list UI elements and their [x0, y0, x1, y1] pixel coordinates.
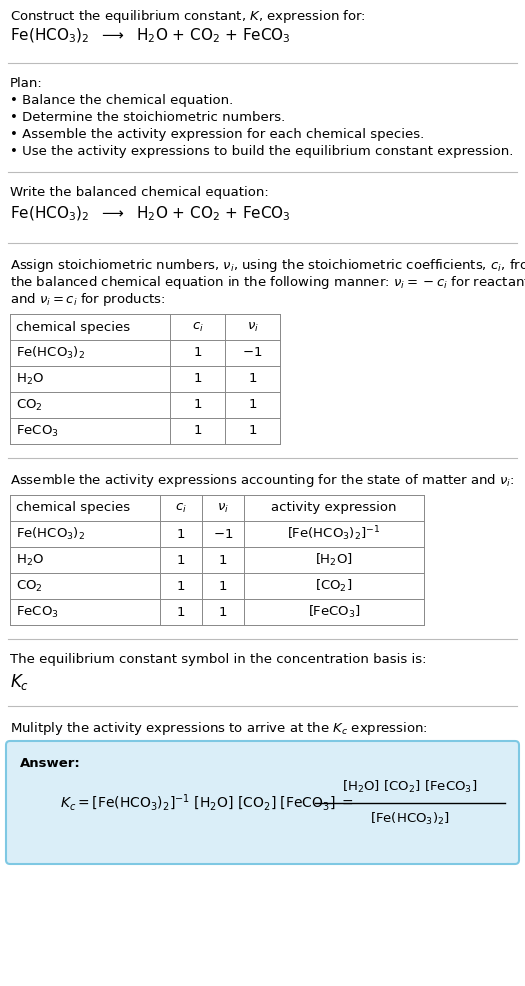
- Text: $c_i$: $c_i$: [175, 502, 187, 515]
- Text: [FeCO$_3$]: [FeCO$_3$]: [308, 604, 361, 620]
- Text: $\mathrm{Fe(HCO_3)_2}$  $\longrightarrow$  $\mathrm{H_2O}$ + $\mathrm{CO_2}$ + $: $\mathrm{Fe(HCO_3)_2}$ $\longrightarrow$…: [10, 27, 291, 45]
- Text: $K_c = [\mathrm{Fe(HCO_3)_2}]^{-1}\ [\mathrm{H_2O}]\ [\mathrm{CO_2}]\ [\mathrm{F: $K_c = [\mathrm{Fe(HCO_3)_2}]^{-1}\ [\ma…: [60, 793, 354, 813]
- Text: $-1$: $-1$: [243, 346, 262, 360]
- Text: 1: 1: [219, 580, 227, 593]
- Text: $c_i$: $c_i$: [192, 320, 203, 333]
- Text: 1: 1: [248, 398, 257, 411]
- Text: $\nu_i$: $\nu_i$: [247, 320, 258, 333]
- Text: H$_2$O: H$_2$O: [16, 372, 44, 387]
- Text: 1: 1: [219, 605, 227, 618]
- Text: activity expression: activity expression: [271, 502, 397, 515]
- Text: 1: 1: [193, 346, 202, 360]
- FancyBboxPatch shape: [6, 741, 519, 864]
- Text: 1: 1: [248, 373, 257, 386]
- Text: chemical species: chemical species: [16, 320, 130, 333]
- Text: $\mathrm{Fe(HCO_3)_2}$  $\longrightarrow$  $\mathrm{H_2O}$ + $\mathrm{CO_2}$ + $: $\mathrm{Fe(HCO_3)_2}$ $\longrightarrow$…: [10, 205, 291, 224]
- Text: Write the balanced chemical equation:: Write the balanced chemical equation:: [10, 186, 269, 199]
- Text: 1: 1: [193, 425, 202, 438]
- Text: FeCO$_3$: FeCO$_3$: [16, 604, 59, 619]
- Text: $\nu_i$: $\nu_i$: [217, 502, 229, 515]
- Text: 1: 1: [177, 580, 185, 593]
- Text: FeCO$_3$: FeCO$_3$: [16, 423, 59, 439]
- Text: and $\nu_i = c_i$ for products:: and $\nu_i = c_i$ for products:: [10, 291, 165, 308]
- Text: Plan:: Plan:: [10, 77, 43, 90]
- Text: Construct the equilibrium constant, $K$, expression for:: Construct the equilibrium constant, $K$,…: [10, 8, 366, 25]
- Text: [Fe(HCO$_3$)$_2$]$^{-1}$: [Fe(HCO$_3$)$_2$]$^{-1}$: [287, 525, 381, 543]
- Text: chemical species: chemical species: [16, 502, 130, 515]
- Text: $-1$: $-1$: [213, 528, 233, 540]
- Text: The equilibrium constant symbol in the concentration basis is:: The equilibrium constant symbol in the c…: [10, 653, 426, 666]
- Text: $[\mathrm{Fe(HCO_3)_2}]$: $[\mathrm{Fe(HCO_3)_2}]$: [370, 810, 450, 827]
- Text: Fe(HCO$_3$)$_2$: Fe(HCO$_3$)$_2$: [16, 345, 85, 361]
- Text: Assemble the activity expressions accounting for the state of matter and $\nu_i$: Assemble the activity expressions accoun…: [10, 472, 514, 489]
- Text: 1: 1: [177, 528, 185, 540]
- Text: 1: 1: [193, 373, 202, 386]
- Text: CO$_2$: CO$_2$: [16, 579, 43, 594]
- Text: Fe(HCO$_3$)$_2$: Fe(HCO$_3$)$_2$: [16, 526, 85, 542]
- Text: 1: 1: [193, 398, 202, 411]
- Text: • Determine the stoichiometric numbers.: • Determine the stoichiometric numbers.: [10, 111, 285, 124]
- Text: CO$_2$: CO$_2$: [16, 397, 43, 412]
- Text: $K_c$: $K_c$: [10, 672, 29, 692]
- Text: • Balance the chemical equation.: • Balance the chemical equation.: [10, 94, 233, 107]
- Text: H$_2$O: H$_2$O: [16, 552, 44, 568]
- Text: the balanced chemical equation in the following manner: $\nu_i = -c_i$ for react: the balanced chemical equation in the fo…: [10, 274, 525, 291]
- Text: 1: 1: [219, 553, 227, 567]
- Text: 1: 1: [177, 605, 185, 618]
- Text: 1: 1: [248, 425, 257, 438]
- Text: Assign stoichiometric numbers, $\nu_i$, using the stoichiometric coefficients, $: Assign stoichiometric numbers, $\nu_i$, …: [10, 257, 525, 274]
- Text: • Use the activity expressions to build the equilibrium constant expression.: • Use the activity expressions to build …: [10, 145, 513, 158]
- Text: 1: 1: [177, 553, 185, 567]
- Text: [CO$_2$]: [CO$_2$]: [316, 578, 353, 594]
- Text: • Assemble the activity expression for each chemical species.: • Assemble the activity expression for e…: [10, 128, 424, 141]
- Text: Mulitply the activity expressions to arrive at the $K_c$ expression:: Mulitply the activity expressions to arr…: [10, 720, 428, 737]
- Text: [H$_2$O]: [H$_2$O]: [315, 552, 353, 568]
- Text: $[\mathrm{H_2O}]\ [\mathrm{CO_2}]\ [\mathrm{FeCO_3}]$: $[\mathrm{H_2O}]\ [\mathrm{CO_2}]\ [\mat…: [342, 779, 478, 795]
- Text: Answer:: Answer:: [20, 757, 81, 770]
